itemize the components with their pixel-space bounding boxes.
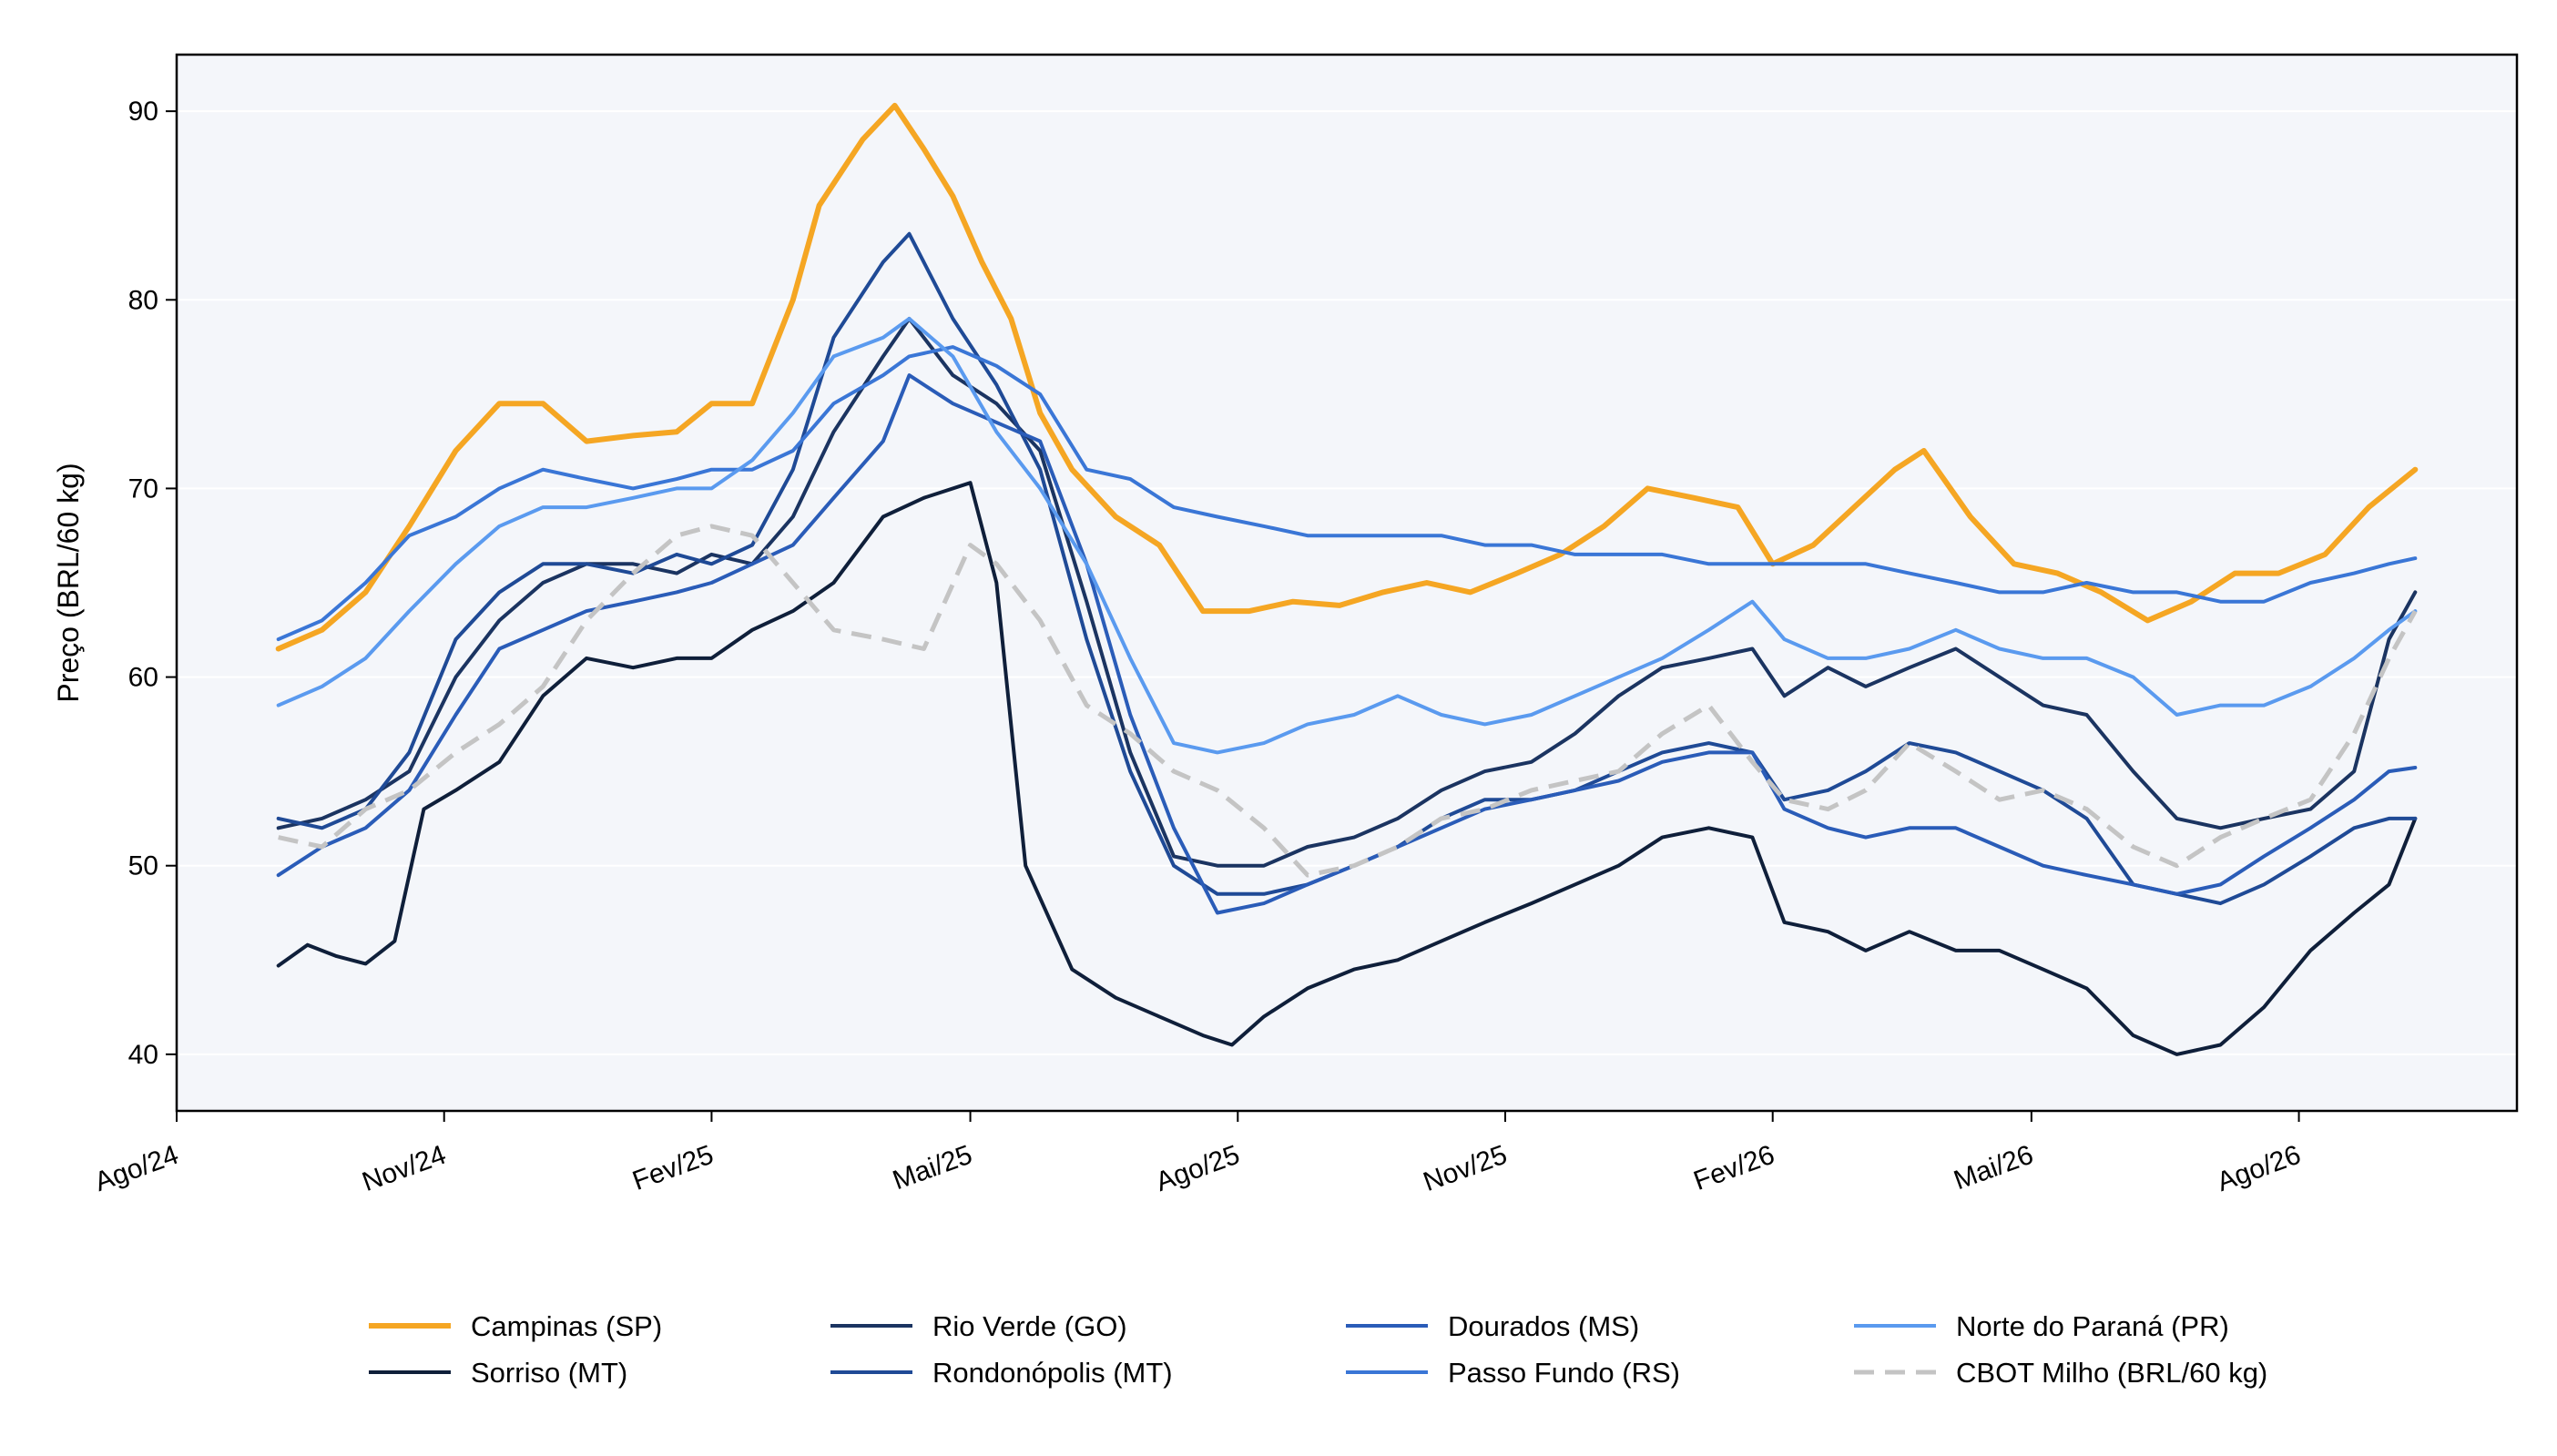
legend-item: Rondonópolis (MT) [830, 1357, 1173, 1389]
y-tick-label: 70 [128, 473, 158, 504]
x-tick-label: Fev/26 [1690, 1140, 1778, 1196]
legend-label: Campinas (SP) [471, 1310, 662, 1342]
legend-label: Norte do Paraná (PR) [1956, 1310, 2229, 1342]
x-axis: Ago/24 Nov/24 Fev/25 Mai/25 Ago/25 Nov/25 Fev/… [91, 1111, 2305, 1197]
y-axis-title: Preço (BRL/60 kg) [52, 463, 85, 702]
series-line-0 [275, 102, 2419, 652]
x-tick-label: Fev/25 [628, 1140, 717, 1196]
legend-item: Dourados (MS) [1346, 1310, 1639, 1342]
y-axis: 40 50 60 70 80 90 [128, 97, 177, 1070]
series-line-5 [276, 345, 2418, 642]
series-line-7 [278, 524, 2418, 878]
legend-item: Passo Fundo (RS) [1346, 1357, 1680, 1389]
x-tick-label: Mai/25 [889, 1140, 976, 1196]
legend-item: Norte do Paraná (PR) [1854, 1310, 2229, 1342]
legend-label: Rondonópolis (MT) [932, 1357, 1173, 1389]
x-tick-label: Ago/26 [2213, 1140, 2305, 1198]
series-layer [275, 102, 2419, 1056]
legend-label: Dourados (MS) [1448, 1310, 1639, 1342]
plot-background [177, 55, 2517, 1111]
legend-item: CBOT Milho (BRL/60 kg) [1854, 1357, 2267, 1389]
series-line-1 [276, 481, 2418, 1056]
legend-label: Rio Verde (GO) [932, 1310, 1127, 1342]
x-tick-label: Ago/25 [1152, 1140, 1244, 1198]
x-tick-label: Ago/24 [91, 1140, 183, 1198]
y-tick-label: 80 [128, 285, 158, 315]
x-tick-label: Mai/26 [1950, 1140, 2037, 1196]
x-tick-label: Nov/25 [1420, 1140, 1512, 1198]
y-tick-label: 40 [128, 1040, 158, 1070]
legend-label: Sorriso (MT) [471, 1357, 627, 1389]
y-tick-label: 60 [128, 663, 158, 693]
series-line-6 [276, 317, 2418, 755]
legend-item: Campinas (SP) [369, 1310, 662, 1342]
x-tick-label: Nov/24 [358, 1140, 450, 1198]
legend-item: Rio Verde (GO) [830, 1310, 1127, 1342]
legend-label: CBOT Milho (BRL/60 kg) [1956, 1357, 2267, 1389]
y-tick-label: 50 [128, 851, 158, 881]
legend-label: Passo Fundo (RS) [1448, 1357, 1680, 1389]
plot-frame [175, 53, 2519, 1113]
legend-item: Sorriso (MT) [369, 1357, 627, 1389]
y-tick-label: 90 [128, 97, 158, 127]
legend: Campinas (SP) Sorriso (MT) Rio Verde (GO) R… [369, 1310, 2267, 1389]
